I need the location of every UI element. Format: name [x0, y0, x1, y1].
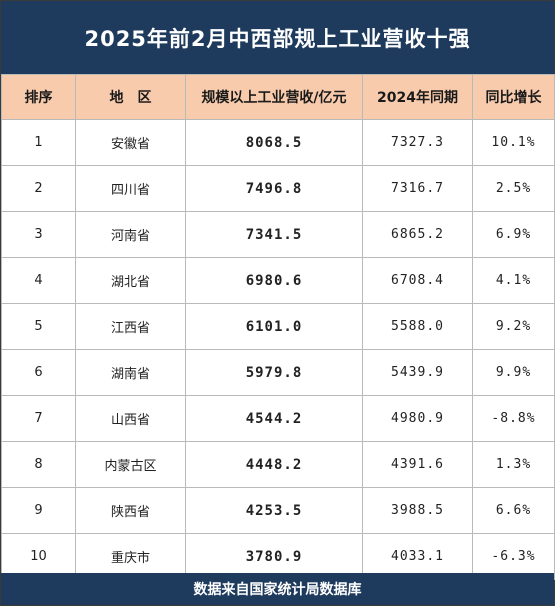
cell-region: 湖北省: [75, 257, 186, 304]
cell-value: 7341.5: [185, 211, 363, 258]
cell-value: 4448.2: [185, 441, 363, 488]
cell-region: 山西省: [75, 395, 186, 442]
table-row: 1 安徽省 8068.5 7327.3 10.1%: [1, 119, 555, 166]
header-value: 规模以上工业营收/亿元: [185, 74, 363, 120]
table-row: 6 湖南省 5979.8 5439.9 9.9%: [1, 349, 555, 396]
cell-prev: 6865.2: [362, 211, 473, 258]
cell-rank: 10: [1, 533, 76, 580]
cell-rank: 8: [1, 441, 76, 488]
cell-region: 四川省: [75, 165, 186, 212]
cell-value: 8068.5: [185, 119, 363, 166]
table-row: 2 四川省 7496.8 7316.7 2.5%: [1, 165, 555, 212]
cell-rank: 6: [1, 349, 76, 396]
cell-growth: 9.9%: [472, 349, 555, 396]
cell-rank: 4: [1, 257, 76, 304]
header-region: 地 区: [75, 74, 186, 120]
table-row: 8 内蒙古区 4448.2 4391.6 1.3%: [1, 441, 555, 488]
cell-prev: 6708.4: [362, 257, 473, 304]
cell-rank: 3: [1, 211, 76, 258]
table-row: 9 陕西省 4253.5 3988.5 6.6%: [1, 487, 555, 534]
cell-region: 江西省: [75, 303, 186, 350]
table-row: 4 湖北省 6980.6 6708.4 4.1%: [1, 257, 555, 304]
ranking-table: 排序 地 区 规模以上工业营收/亿元 2024年同期 同比增长 1 安徽省 8068…: [1, 74, 555, 580]
table-header-row: 排序 地 区 规模以上工业营收/亿元 2024年同期 同比增长: [1, 74, 555, 120]
cell-prev: 3988.5: [362, 487, 473, 534]
table-row: 5 江西省 6101.0 5588.0 9.2%: [1, 303, 555, 350]
table-row: 7 山西省 4544.2 4980.9 -8.8%: [1, 395, 555, 442]
cell-prev: 5588.0: [362, 303, 473, 350]
cell-value: 6980.6: [185, 257, 363, 304]
cell-prev: 7316.7: [362, 165, 473, 212]
cell-rank: 7: [1, 395, 76, 442]
cell-region: 安徽省: [75, 119, 186, 166]
cell-region: 河南省: [75, 211, 186, 258]
source-footer: 数据来自国家统计局数据库: [1, 573, 554, 605]
cell-growth: 10.1%: [472, 119, 555, 166]
cell-value: 4544.2: [185, 395, 363, 442]
cell-value: 4253.5: [185, 487, 363, 534]
table-row: 3 河南省 7341.5 6865.2 6.9%: [1, 211, 555, 258]
cell-growth: 4.1%: [472, 257, 555, 304]
cell-growth: 6.9%: [472, 211, 555, 258]
table-body: 1 安徽省 8068.5 7327.3 10.1% 2 四川省 7496.8 7316.7 2.5…: [1, 119, 555, 580]
page-title: 2025年前2月中西部规上工业营收十强: [1, 1, 554, 74]
header-prev: 2024年同期: [362, 74, 473, 120]
cell-growth: -6.3%: [472, 533, 555, 580]
header-growth: 同比增长: [472, 74, 555, 120]
cell-value: 6101.0: [185, 303, 363, 350]
cell-growth: 2.5%: [472, 165, 555, 212]
table-row: 10 重庆市 3780.9 4033.1 -6.3%: [1, 533, 555, 580]
cell-region: 内蒙古区: [75, 441, 186, 488]
header-rank: 排序: [1, 74, 76, 120]
cell-prev: 4391.6: [362, 441, 473, 488]
cell-growth: 6.6%: [472, 487, 555, 534]
cell-value: 7496.8: [185, 165, 363, 212]
cell-value: 5979.8: [185, 349, 363, 396]
cell-rank: 5: [1, 303, 76, 350]
cell-rank: 2: [1, 165, 76, 212]
cell-rank: 1: [1, 119, 76, 166]
cell-rank: 9: [1, 487, 76, 534]
cell-growth: -8.8%: [472, 395, 555, 442]
cell-region: 湖南省: [75, 349, 186, 396]
cell-growth: 9.2%: [472, 303, 555, 350]
cell-prev: 4980.9: [362, 395, 473, 442]
cell-region: 陕西省: [75, 487, 186, 534]
cell-prev: 5439.9: [362, 349, 473, 396]
cell-growth: 1.3%: [472, 441, 555, 488]
cell-prev: 4033.1: [362, 533, 473, 580]
cell-prev: 7327.3: [362, 119, 473, 166]
